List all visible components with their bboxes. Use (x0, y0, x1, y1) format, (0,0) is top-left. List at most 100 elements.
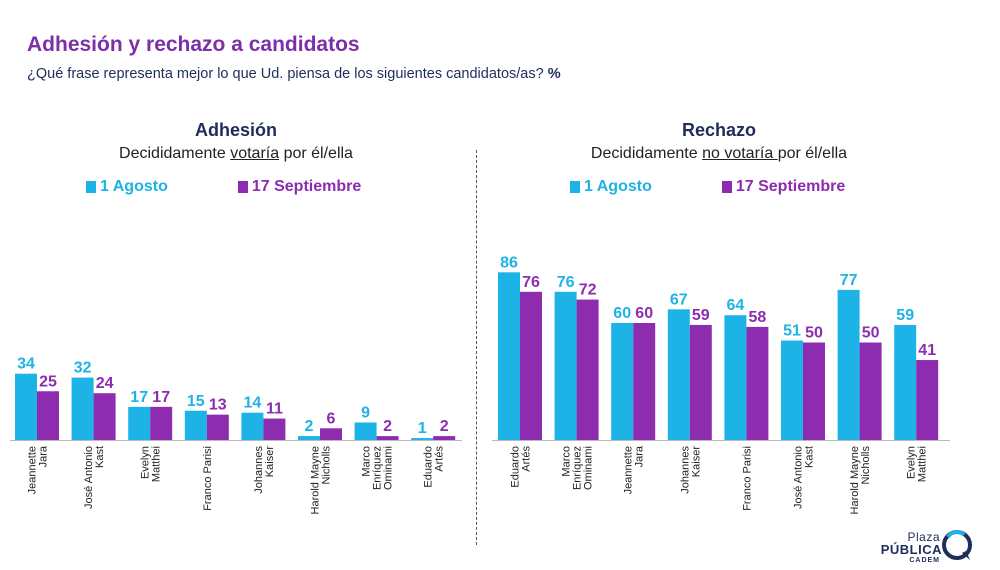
adhesion-data-label: 9 (361, 404, 370, 421)
logo-line-1: Plaza (907, 530, 940, 544)
rechazo-subtitle-underlined: no votaría (702, 145, 778, 162)
category-label-line: Johannes (679, 446, 691, 494)
rechazo-data-label: 58 (749, 309, 767, 326)
adhesion-bar (93, 393, 116, 440)
category-label-line: Eduardo (423, 446, 435, 488)
speech-bubble-icon (942, 529, 972, 560)
adhesion-bar (354, 422, 377, 440)
survey-question: ¿Qué frase representa mejor lo que Ud. p… (27, 66, 561, 82)
adhesion-category-label: Harold MayneNicholls (310, 446, 333, 515)
adhesion-data-label: 24 (96, 375, 114, 392)
rechazo-subtitle-pre: Decididamente (590, 145, 703, 162)
category-label-line: Evelyn (906, 446, 918, 479)
category-label-line: Franco Parisi (741, 446, 753, 511)
category-label-line: Kast (804, 446, 816, 468)
adhesion-bar (433, 436, 456, 440)
adhesion-bar (71, 377, 94, 440)
rechazo-bar (520, 291, 542, 440)
adhesion-bar (263, 418, 286, 440)
rechazo-heading: Rechazo (681, 120, 757, 140)
rechazo-data-label: 64 (727, 297, 745, 314)
legend-swatch-agosto (86, 181, 96, 193)
category-label-line: Artés (521, 446, 533, 472)
legend-item-agosto: 1 Agosto (570, 178, 652, 196)
rechazo-data-label: 67 (670, 291, 688, 308)
panel-divider (476, 150, 477, 545)
adhesion-data-label: 17 (130, 389, 148, 406)
category-label-line: Enríquez (372, 446, 384, 490)
category-label-line: Harold Mayne (849, 446, 861, 514)
category-label-line: Enríquez (572, 446, 584, 490)
adhesion-data-label: 2 (440, 418, 449, 435)
page-title: Adhesión y rechazo a candidatos (27, 33, 360, 56)
rechazo-data-label: 86 (500, 254, 518, 271)
adhesion-bar (206, 414, 229, 440)
rechazo-data-label: 59 (896, 307, 914, 324)
rechazo-data-label: 76 (557, 274, 575, 291)
adhesion-data-label: 15 (187, 393, 205, 410)
rechazo-bar (576, 299, 599, 440)
legend-swatch-septiembre (721, 181, 732, 193)
adhesion-category-label: José AntonioKast (83, 446, 106, 509)
category-label-line: Artés (434, 446, 446, 472)
rechazo-data-label: 41 (918, 342, 936, 359)
adhesion-data-label: 2 (305, 418, 314, 435)
category-label-line: Evelyn (140, 446, 152, 479)
rechazo-data-label: 60 (635, 305, 653, 322)
rechazo-category-label: JohannesKaiser (679, 446, 702, 494)
adhesion-data-label: 11 (266, 401, 283, 418)
category-label-line: Jara (634, 445, 646, 467)
category-label-line: Nicholls (321, 446, 333, 485)
rechazo-bar (746, 326, 769, 440)
rechazo-data-label: 76 (522, 274, 540, 291)
category-label-line: Jeannette (623, 446, 635, 494)
adhesion-heading: Adhesión (194, 120, 277, 140)
rechazo-bar (803, 342, 825, 440)
category-label-line: Nicholls (860, 446, 872, 485)
rechazo-bar (633, 323, 656, 440)
legend-swatch-agosto (570, 181, 580, 193)
rechazo-bar (781, 340, 803, 440)
adhesion-data-label: 32 (74, 360, 92, 377)
adhesion-category-label: EduardoArtés (423, 446, 446, 488)
logo-line-2: PÚBLICA (880, 542, 942, 557)
adhesion-subtitle-post: por él/ella (279, 145, 353, 162)
category-label-line: Ominami (383, 446, 395, 490)
category-label-line: Eduardo (510, 446, 522, 488)
question-text: ¿Qué frase representa mejor lo que Ud. p… (27, 66, 544, 82)
adhesion-legend: 1 Agosto 17 Septiembre (86, 178, 361, 196)
adhesion-bar (15, 373, 37, 440)
adhesion-bar (128, 406, 151, 440)
rechazo-bar (554, 291, 577, 440)
rechazo-bar (498, 272, 520, 440)
category-label-line: Franco Parisi (202, 446, 214, 511)
rechazo-category-label: Franco Parisi (741, 446, 753, 511)
adhesion-bar (376, 436, 399, 440)
category-label-line: José Antonio (83, 446, 95, 509)
adhesion-data-label: 1 (418, 420, 427, 437)
rechazo-category-label: José AntonioKast (793, 446, 816, 509)
question-unit: % (547, 66, 561, 82)
rechazo-category-label: EvelynMatthei (906, 446, 929, 482)
adhesion-data-label: 6 (327, 410, 336, 427)
rechazo-category-label: JeannetteJara (623, 445, 646, 494)
rechazo-bar (611, 323, 634, 440)
category-label-line: Marco (361, 446, 373, 477)
adhesion-subtitle-pre: Decididamente (119, 145, 231, 162)
adhesion-bar (298, 436, 320, 440)
category-label-line: Ominami (583, 446, 595, 490)
category-label-line: Johannes (253, 446, 265, 494)
rechazo-bar (859, 342, 882, 440)
legend-item-septiembre: 17 Septiembre (237, 178, 361, 196)
rechazo-data-label: 59 (692, 307, 710, 324)
rechazo-subtitle: Decididamente no votaría por él/ella (539, 145, 899, 163)
category-label-line: Jeannette (27, 446, 39, 494)
category-label-line: Marco (561, 446, 573, 477)
adhesion-data-label: 34 (17, 356, 35, 373)
adhesion-bar (411, 438, 434, 440)
adhesion-bar (184, 410, 207, 440)
adhesion-bar (320, 428, 342, 440)
rechazo-data-label: 77 (840, 272, 858, 289)
legend-item-agosto: 1 Agosto (86, 178, 168, 196)
